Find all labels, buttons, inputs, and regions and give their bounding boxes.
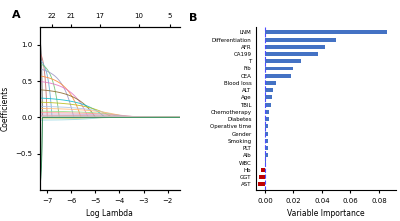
Bar [265,139,268,143]
Bar [259,175,265,179]
Bar [265,38,336,42]
Y-axis label: Coefficients: Coefficients [1,86,10,131]
Text: A: A [12,10,21,20]
X-axis label: Variable Importance: Variable Importance [287,209,365,218]
Bar [261,168,265,172]
Bar [265,74,290,78]
Bar [265,52,318,56]
X-axis label: Log Lambda: Log Lambda [86,209,133,218]
Text: B: B [189,13,198,23]
Bar [258,182,265,186]
Bar [265,110,269,114]
Bar [265,30,388,34]
Bar [265,45,325,49]
Bar [265,103,271,107]
Bar [265,59,300,63]
Bar [265,88,274,92]
Bar [265,146,268,150]
Bar [265,81,276,85]
Bar [265,124,268,128]
Bar [265,132,268,136]
Bar [265,67,294,70]
Bar [265,95,272,99]
Bar [265,153,268,157]
Bar [265,161,266,165]
Bar [265,117,269,121]
